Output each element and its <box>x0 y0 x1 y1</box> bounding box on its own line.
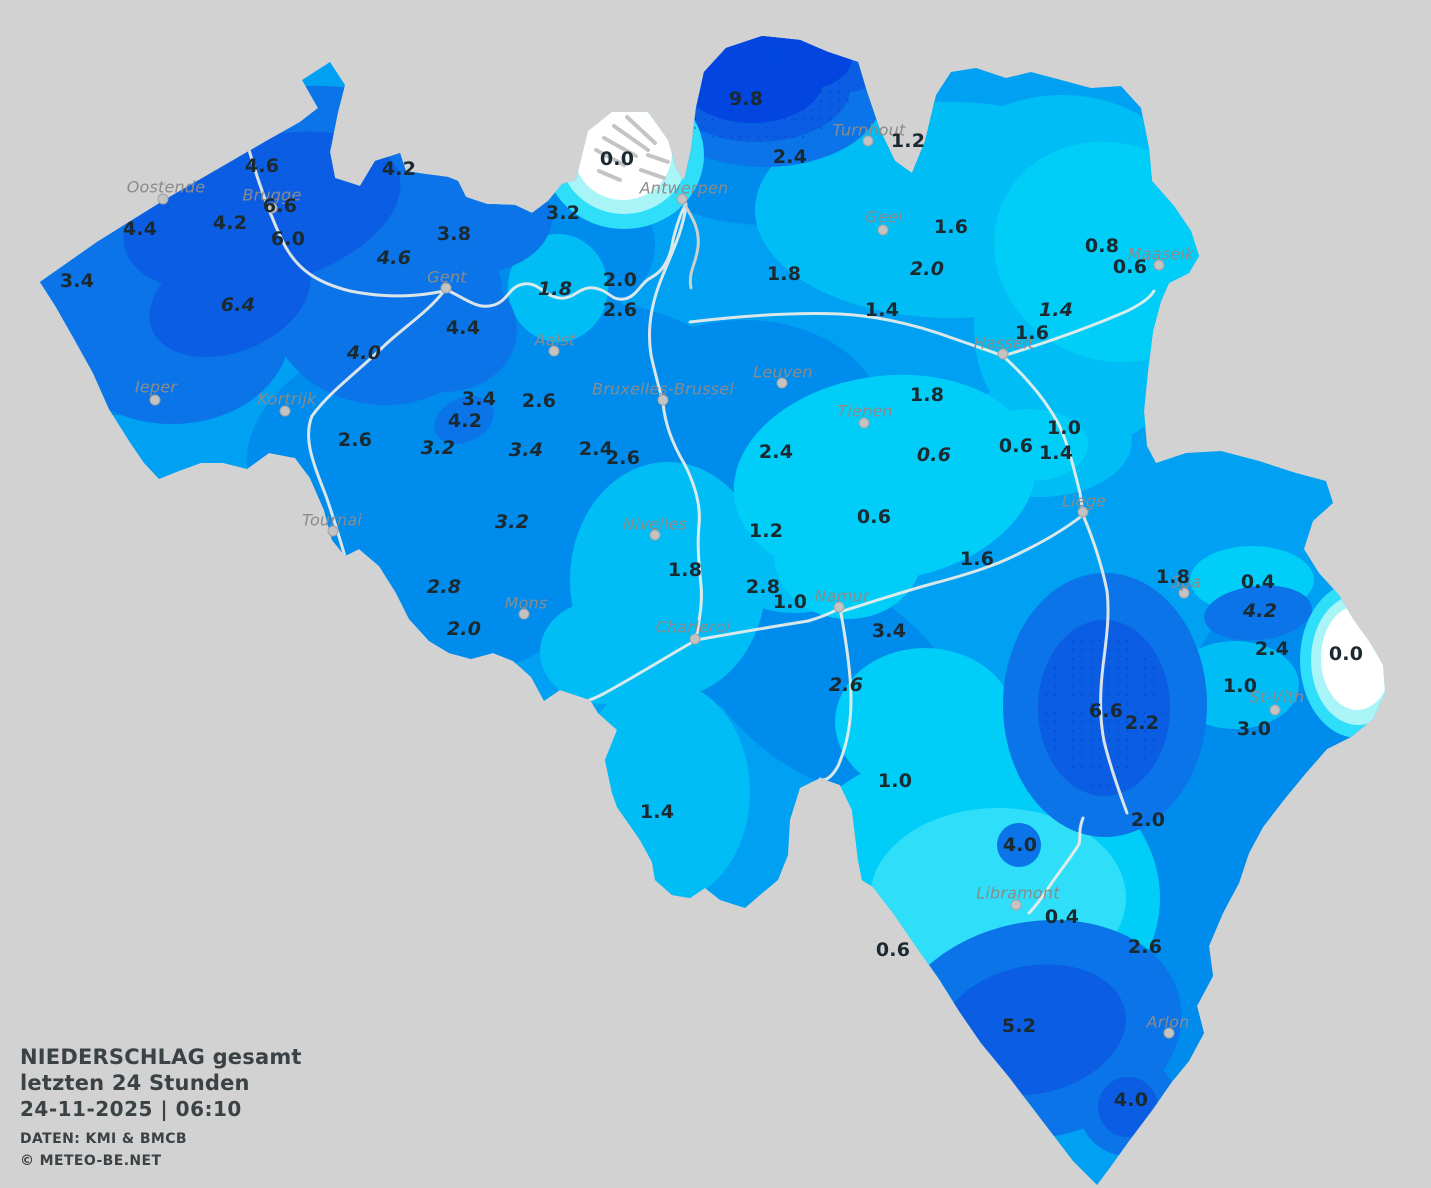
map-data-source: DATEN: KMI & BMCB <box>20 1131 187 1147</box>
map-title-line1: NIEDERSCHLAG gesamt <box>20 1045 302 1069</box>
map-title-line2: letzten 24 Stunden <box>20 1071 250 1095</box>
map-copyright: © METEO-BE.NET <box>20 1153 162 1169</box>
map-date-time: 24-11-2025 | 06:10 <box>20 1097 242 1121</box>
zero-precip-east-border <box>1300 582 1385 738</box>
antwerp-road-line <box>680 198 700 290</box>
antwerp-port-structures <box>594 115 670 182</box>
province-border-lines <box>238 116 1156 915</box>
title-block: NIEDERSCHLAG gesamt letzten 24 Stunden 2… <box>20 1044 302 1172</box>
zero-precip-antwerp-port <box>544 81 704 229</box>
